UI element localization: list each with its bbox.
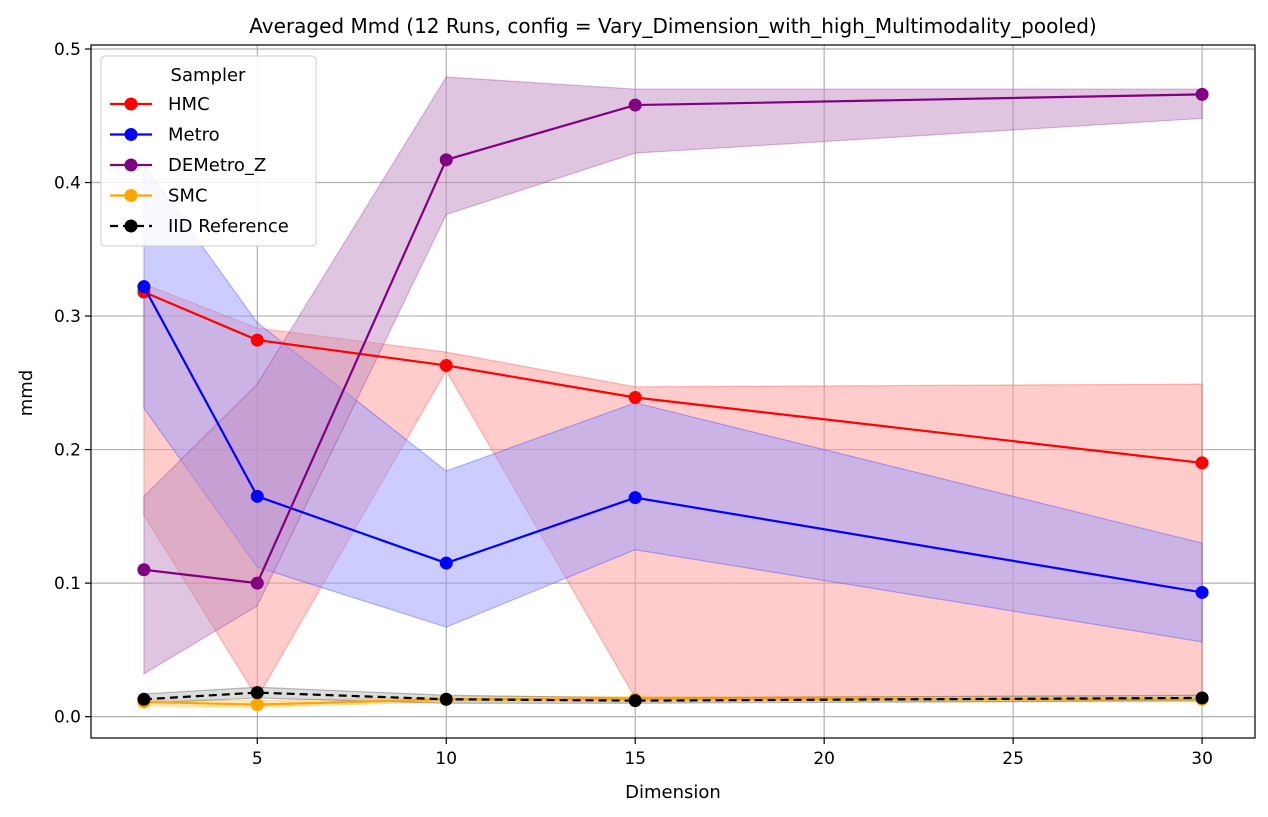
demetro-z-point	[137, 563, 151, 577]
legend-item-iid-reference: IID Reference	[110, 216, 289, 237]
legend-label: HMC	[168, 94, 210, 115]
hmc-point	[1195, 456, 1209, 470]
legend-swatch-marker	[124, 128, 138, 141]
legend: Sampler HMC Metro DEMetro_Z SMC IID Referenc…	[100, 55, 317, 247]
x-tick-label: 10	[435, 749, 457, 769]
legend-item-metro: Metro	[110, 125, 220, 146]
legend-swatch-marker	[124, 219, 138, 233]
hmc-point	[628, 391, 642, 405]
metro-point	[137, 280, 151, 294]
x-tick-label: 25	[1002, 749, 1024, 769]
iid-reference-point	[439, 692, 453, 706]
x-tick-label: 5	[252, 749, 263, 769]
x-tick-label: 20	[813, 749, 835, 769]
demetro-z-point	[250, 576, 264, 590]
legend-label: IID Reference	[168, 216, 289, 237]
demetro-z-point	[628, 98, 642, 112]
metro-point	[439, 556, 453, 570]
legend-item-demetro-z: DEMetro_Z	[110, 155, 266, 176]
legend-swatch-marker	[124, 97, 138, 111]
legend-label: Metro	[168, 125, 220, 146]
demetro-z-band	[143, 76, 1203, 675]
iid-reference-point	[250, 686, 264, 700]
x-tick-label: 15	[624, 749, 646, 769]
y-axis-label: mmd	[16, 370, 37, 417]
demetro-z-point	[1195, 87, 1209, 101]
y-tick-label: 0.4	[54, 174, 81, 194]
hmc-point	[439, 358, 453, 372]
legend-box	[100, 55, 317, 247]
axis-ticks: 5 10 15 20 25 30 0.0 0.1 0.2 0.3 0.4 0.5	[54, 40, 1213, 769]
legend-swatch-marker	[124, 158, 138, 172]
demetro-z-point	[439, 153, 453, 167]
hmc-point	[250, 333, 264, 347]
legend-item-smc: SMC	[110, 186, 208, 207]
plot-frame	[90, 44, 1256, 739]
y-tick-label: 0.3	[54, 307, 81, 327]
iid-reference-point	[137, 692, 151, 706]
x-tick-label: 30	[1191, 749, 1213, 769]
y-tick-label: 0.2	[54, 441, 81, 461]
chart-title: Averaged Mmd (12 Runs, config = Vary_Dim…	[249, 14, 1096, 38]
legend-swatch-marker	[124, 189, 138, 202]
metro-point	[1195, 585, 1209, 599]
iid-reference-point	[628, 694, 642, 708]
y-tick-label: 0.1	[54, 574, 81, 594]
legend-title: Sampler	[171, 65, 246, 86]
iid-reference-point	[1195, 691, 1209, 705]
x-axis-label: Dimension	[625, 782, 721, 803]
legend-label: SMC	[168, 186, 208, 207]
metro-point	[250, 489, 264, 503]
legend-items: HMC Metro DEMetro_Z SMC IID Reference	[110, 94, 289, 237]
y-tick-label: 0.0	[54, 708, 81, 728]
series-lines	[137, 87, 1209, 712]
smc-point	[250, 698, 264, 712]
legend-label: DEMetro_Z	[168, 155, 266, 176]
metro-point	[628, 491, 642, 505]
legend-item-hmc: HMC	[110, 94, 210, 115]
y-tick-label: 0.5	[54, 40, 81, 60]
